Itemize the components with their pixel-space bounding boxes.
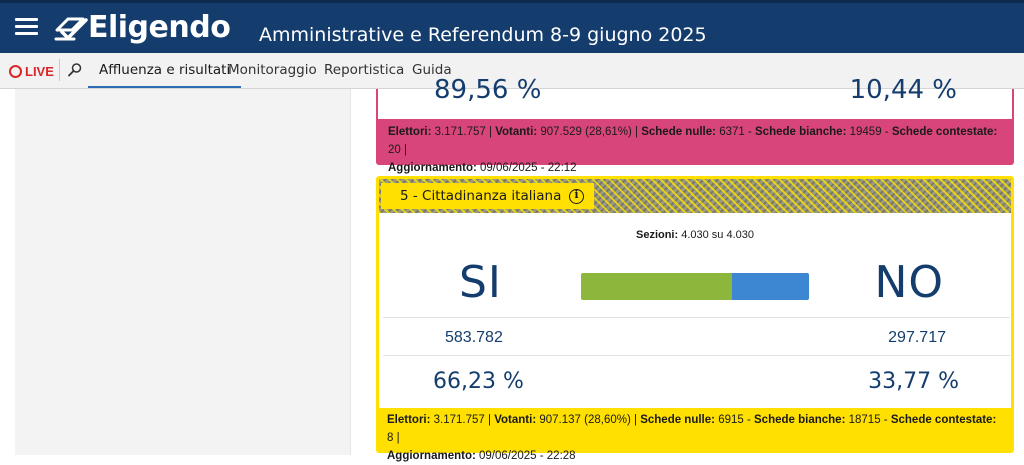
nav-divider	[59, 59, 60, 81]
schede-bianche-value: 19459	[849, 126, 882, 138]
no-percentage: 10,44 %	[849, 75, 957, 105]
row-divider	[383, 317, 1010, 318]
no-percentage: 33,77 %	[868, 369, 959, 394]
card-header: 5 - Cittadinanza italiana	[379, 179, 1011, 213]
votanti-value: 907.529 (28,61%)	[540, 126, 632, 138]
schede-contestate-label: Schede contestate:	[890, 414, 997, 426]
schede-nulle-value: 6371	[719, 126, 745, 138]
tab-affluenza-risultati[interactable]: Affluenza e risultati	[88, 53, 242, 88]
app-logo[interactable]: Eligendo	[54, 9, 231, 45]
aggiornamento-label: Aggiornamento:	[388, 162, 477, 174]
row-divider	[383, 355, 1010, 356]
sezioni-label: Sezioni:	[635, 229, 679, 241]
schede-contestate-label: Schede contestate:	[891, 126, 998, 138]
votanti-value: 907.137 (28,60%)	[539, 414, 631, 426]
schede-bianche-label: Schede bianche:	[754, 414, 846, 426]
hamburger-menu-icon[interactable]	[15, 18, 38, 35]
search-icon[interactable]	[67, 62, 83, 78]
aggiornamento-value: 09/06/2025 - 22:12	[480, 162, 577, 174]
card-footer-stats: Elettori: 3.171.757 | Votanti: 907.137 (…	[379, 408, 1011, 462]
no-label: NO	[874, 257, 944, 308]
schede-bianche-value: 18715	[848, 414, 881, 426]
tab-guida[interactable]: Guida	[412, 62, 452, 78]
schede-nulle-value: 6915	[718, 414, 744, 426]
info-icon[interactable]	[569, 188, 585, 204]
schede-bianche-label: Schede bianche:	[755, 126, 847, 138]
aggiornamento-label: Aggiornamento:	[387, 450, 476, 462]
aggiornamento-value: 09/06/2025 - 22:28	[479, 450, 576, 462]
schede-contestate-value: 8	[387, 432, 394, 444]
no-votes: 297.717	[888, 329, 946, 346]
elettori-value: 3.171.757	[434, 126, 486, 138]
eligendo-logo-icon	[54, 17, 88, 41]
no-bar-segment	[732, 273, 809, 300]
si-percentage: 89,56 %	[434, 75, 542, 105]
referendum-title: 5 - Cittadinanza italiana	[400, 188, 562, 204]
header-top-border	[0, 0, 1024, 3]
live-indicator[interactable]: LIVE	[9, 62, 54, 80]
live-circle-icon	[9, 64, 22, 78]
schede-nulle-label: Schede nulle:	[640, 414, 715, 426]
schede-contestate-value: 20	[388, 144, 401, 156]
card-footer-stats: Elettori: 3.171.757 | Votanti: 907.529 (…	[378, 119, 1012, 174]
elettori-label: Elettori:	[388, 126, 432, 138]
result-bar	[581, 273, 809, 300]
referendum-card-5: 5 - Cittadinanza italiana Sezioni: 4.030…	[376, 176, 1014, 462]
election-title: Amministrative e Referendum 8-9 giugno 2…	[259, 24, 707, 46]
left-panel	[15, 89, 351, 455]
votanti-label: Votanti:	[495, 126, 538, 138]
si-percentage: 66,23 %	[433, 369, 524, 394]
si-label: SI	[459, 257, 502, 308]
tab-reportistica[interactable]: Reportistica	[324, 62, 405, 78]
app-header: Eligendo Amministrative e Referendum 8-9…	[0, 0, 1024, 53]
referendum-card-4: 89,56 % 10,44 % Elettori: 3.171.757 | Vo…	[376, 75, 1014, 174]
si-votes: 583.782	[445, 329, 503, 346]
votanti-label: Votanti:	[494, 414, 537, 426]
sezioni-count: Sezioni: 4.030 su 4.030	[379, 229, 1011, 241]
nav-bar: LIVE Affluenza e risultati Monitoraggio …	[0, 53, 1024, 89]
elettori-value: 3.171.757	[433, 414, 485, 426]
referendum-title-badge: 5 - Cittadinanza italiana	[381, 183, 595, 209]
app-name: Eligendo	[88, 9, 231, 45]
si-bar-segment	[581, 273, 732, 300]
sezioni-value: 4.030 su 4.030	[681, 229, 755, 241]
live-label: LIVE	[25, 63, 54, 79]
schede-nulle-label: Schede nulle:	[641, 126, 716, 138]
elettori-label: Elettori:	[387, 414, 431, 426]
tab-monitoraggio[interactable]: Monitoraggio	[228, 62, 317, 78]
